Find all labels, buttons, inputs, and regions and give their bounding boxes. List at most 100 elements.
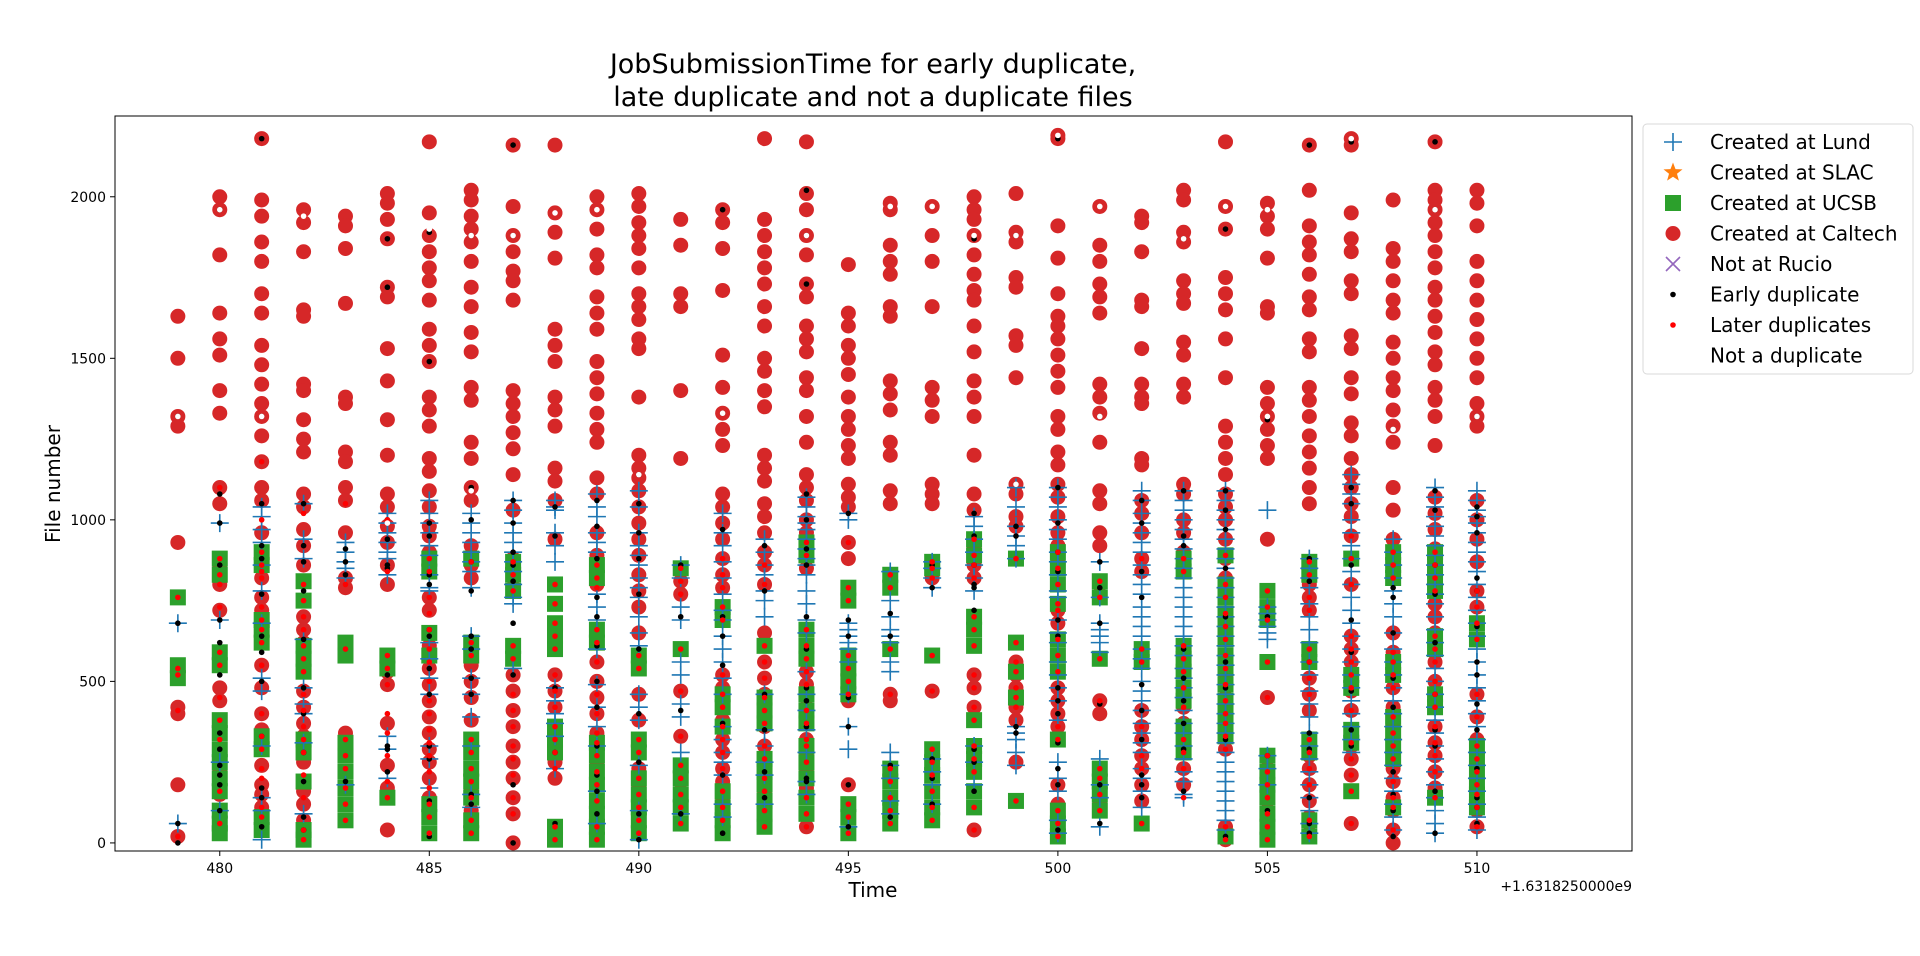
point-created-at-caltech bbox=[337, 295, 353, 311]
point-later-duplicates bbox=[1013, 668, 1019, 675]
point-created-at-lund bbox=[671, 665, 690, 684]
point-later-duplicates bbox=[342, 500, 349, 507]
point-created-at-caltech bbox=[1176, 389, 1192, 405]
point-early-duplicate bbox=[1138, 568, 1145, 575]
point-later-duplicates bbox=[342, 581, 349, 588]
point-early-duplicate bbox=[300, 500, 307, 507]
point-created-at-caltech bbox=[715, 379, 731, 395]
point-later-duplicates bbox=[552, 765, 558, 772]
point-created-at-caltech bbox=[1469, 312, 1485, 328]
point-later-duplicates bbox=[258, 814, 265, 820]
point-later-duplicates bbox=[1390, 730, 1396, 736]
point-created-at-caltech bbox=[1385, 383, 1401, 399]
point-later-duplicates bbox=[300, 643, 307, 649]
point-created-at-caltech bbox=[421, 770, 437, 786]
point-later-duplicates bbox=[971, 804, 977, 811]
point-later-duplicates bbox=[1390, 575, 1396, 581]
point-created-at-ucsb bbox=[421, 624, 438, 641]
point-created-at-caltech bbox=[840, 551, 856, 567]
point-later-duplicates bbox=[971, 769, 977, 775]
point-early-duplicate bbox=[1055, 484, 1061, 491]
point-created-at-caltech bbox=[421, 483, 437, 499]
point-later-duplicates bbox=[300, 655, 307, 662]
point-later-duplicates bbox=[761, 643, 768, 649]
point-later-duplicates bbox=[216, 581, 223, 588]
point-early-duplicate bbox=[1138, 736, 1145, 743]
point-created-at-caltech bbox=[421, 463, 437, 479]
point-created-at-lund bbox=[1006, 497, 1025, 516]
point-later-duplicates bbox=[887, 765, 894, 772]
point-early-duplicate bbox=[300, 778, 307, 785]
point-created-at-caltech bbox=[1385, 370, 1401, 386]
point-created-at-caltech bbox=[757, 460, 773, 476]
point-created-at-caltech bbox=[1301, 460, 1317, 476]
point-later-duplicates bbox=[594, 562, 600, 568]
point-early-duplicate bbox=[1180, 487, 1187, 494]
point-created-at-caltech bbox=[1385, 480, 1401, 496]
point-later-duplicates bbox=[1055, 820, 1061, 827]
point-created-at-caltech bbox=[966, 292, 982, 308]
point-later-duplicates bbox=[426, 830, 433, 837]
legend-label: Created at SLAC bbox=[1710, 161, 1874, 185]
point-created-at-caltech bbox=[798, 370, 814, 386]
point-created-at-caltech bbox=[1427, 215, 1443, 231]
point-not-a-duplicate bbox=[1013, 232, 1019, 239]
point-later-duplicates bbox=[887, 646, 894, 652]
y-tick-label: 0 bbox=[97, 836, 106, 852]
point-not-a-duplicate bbox=[929, 203, 935, 210]
point-created-at-caltech bbox=[631, 470, 647, 486]
point-created-at-caltech bbox=[1092, 405, 1108, 421]
point-early-duplicate bbox=[342, 546, 349, 552]
point-later-duplicates bbox=[1348, 788, 1355, 795]
y-tick-label: 2000 bbox=[70, 190, 106, 206]
point-later-duplicates bbox=[1222, 697, 1229, 704]
point-later-duplicates bbox=[1348, 633, 1355, 639]
point-created-at-caltech bbox=[882, 483, 898, 499]
point-later-duplicates bbox=[636, 804, 642, 811]
point-created-at-caltech bbox=[421, 418, 437, 434]
point-early-duplicate bbox=[384, 746, 391, 753]
point-later-duplicates bbox=[468, 749, 475, 756]
point-later-duplicates bbox=[342, 765, 349, 772]
point-not-a-duplicate bbox=[1180, 235, 1187, 242]
point-created-at-caltech bbox=[254, 286, 270, 302]
point-created-at-caltech bbox=[1343, 231, 1359, 247]
point-early-duplicate bbox=[887, 633, 894, 639]
point-later-duplicates bbox=[1348, 756, 1355, 762]
point-created-at-caltech bbox=[1427, 408, 1443, 424]
point-created-at-caltech bbox=[1343, 273, 1359, 289]
series-not-a-duplicate bbox=[175, 132, 1480, 526]
point-later-duplicates bbox=[1432, 691, 1438, 698]
point-created-at-caltech bbox=[1092, 496, 1108, 512]
point-later-duplicates bbox=[258, 662, 265, 669]
point-created-at-caltech bbox=[1092, 525, 1108, 541]
point-later-duplicates bbox=[426, 727, 433, 733]
point-early-duplicate bbox=[510, 840, 516, 846]
point-later-duplicates bbox=[300, 626, 307, 633]
point-created-at-caltech bbox=[505, 467, 521, 483]
point-created-at-caltech bbox=[798, 247, 814, 263]
point-later-duplicates bbox=[1432, 739, 1438, 746]
point-created-at-caltech bbox=[1343, 341, 1359, 357]
point-created-at-caltech bbox=[337, 454, 353, 470]
point-created-at-caltech bbox=[212, 680, 228, 696]
point-later-duplicates bbox=[1222, 746, 1229, 753]
point-later-duplicates bbox=[216, 604, 223, 610]
point-created-at-caltech bbox=[1259, 305, 1275, 321]
point-early-duplicate bbox=[1096, 559, 1103, 565]
point-created-at-caltech bbox=[1301, 234, 1317, 250]
point-created-at-caltech bbox=[715, 282, 731, 298]
legend-marker-created-at-caltech bbox=[1665, 226, 1681, 241]
point-created-at-caltech bbox=[1385, 240, 1401, 256]
point-later-duplicates bbox=[1180, 794, 1187, 801]
point-created-at-caltech bbox=[1218, 286, 1234, 302]
point-early-duplicate bbox=[761, 542, 768, 549]
point-early-duplicate bbox=[1138, 781, 1145, 788]
point-created-at-caltech bbox=[631, 389, 647, 405]
point-later-duplicates bbox=[1096, 807, 1103, 814]
point-later-duplicates bbox=[384, 665, 391, 672]
point-early-duplicate bbox=[971, 510, 977, 517]
point-later-duplicates bbox=[594, 730, 600, 736]
point-created-at-caltech bbox=[966, 344, 982, 360]
point-later-duplicates bbox=[1306, 559, 1313, 565]
